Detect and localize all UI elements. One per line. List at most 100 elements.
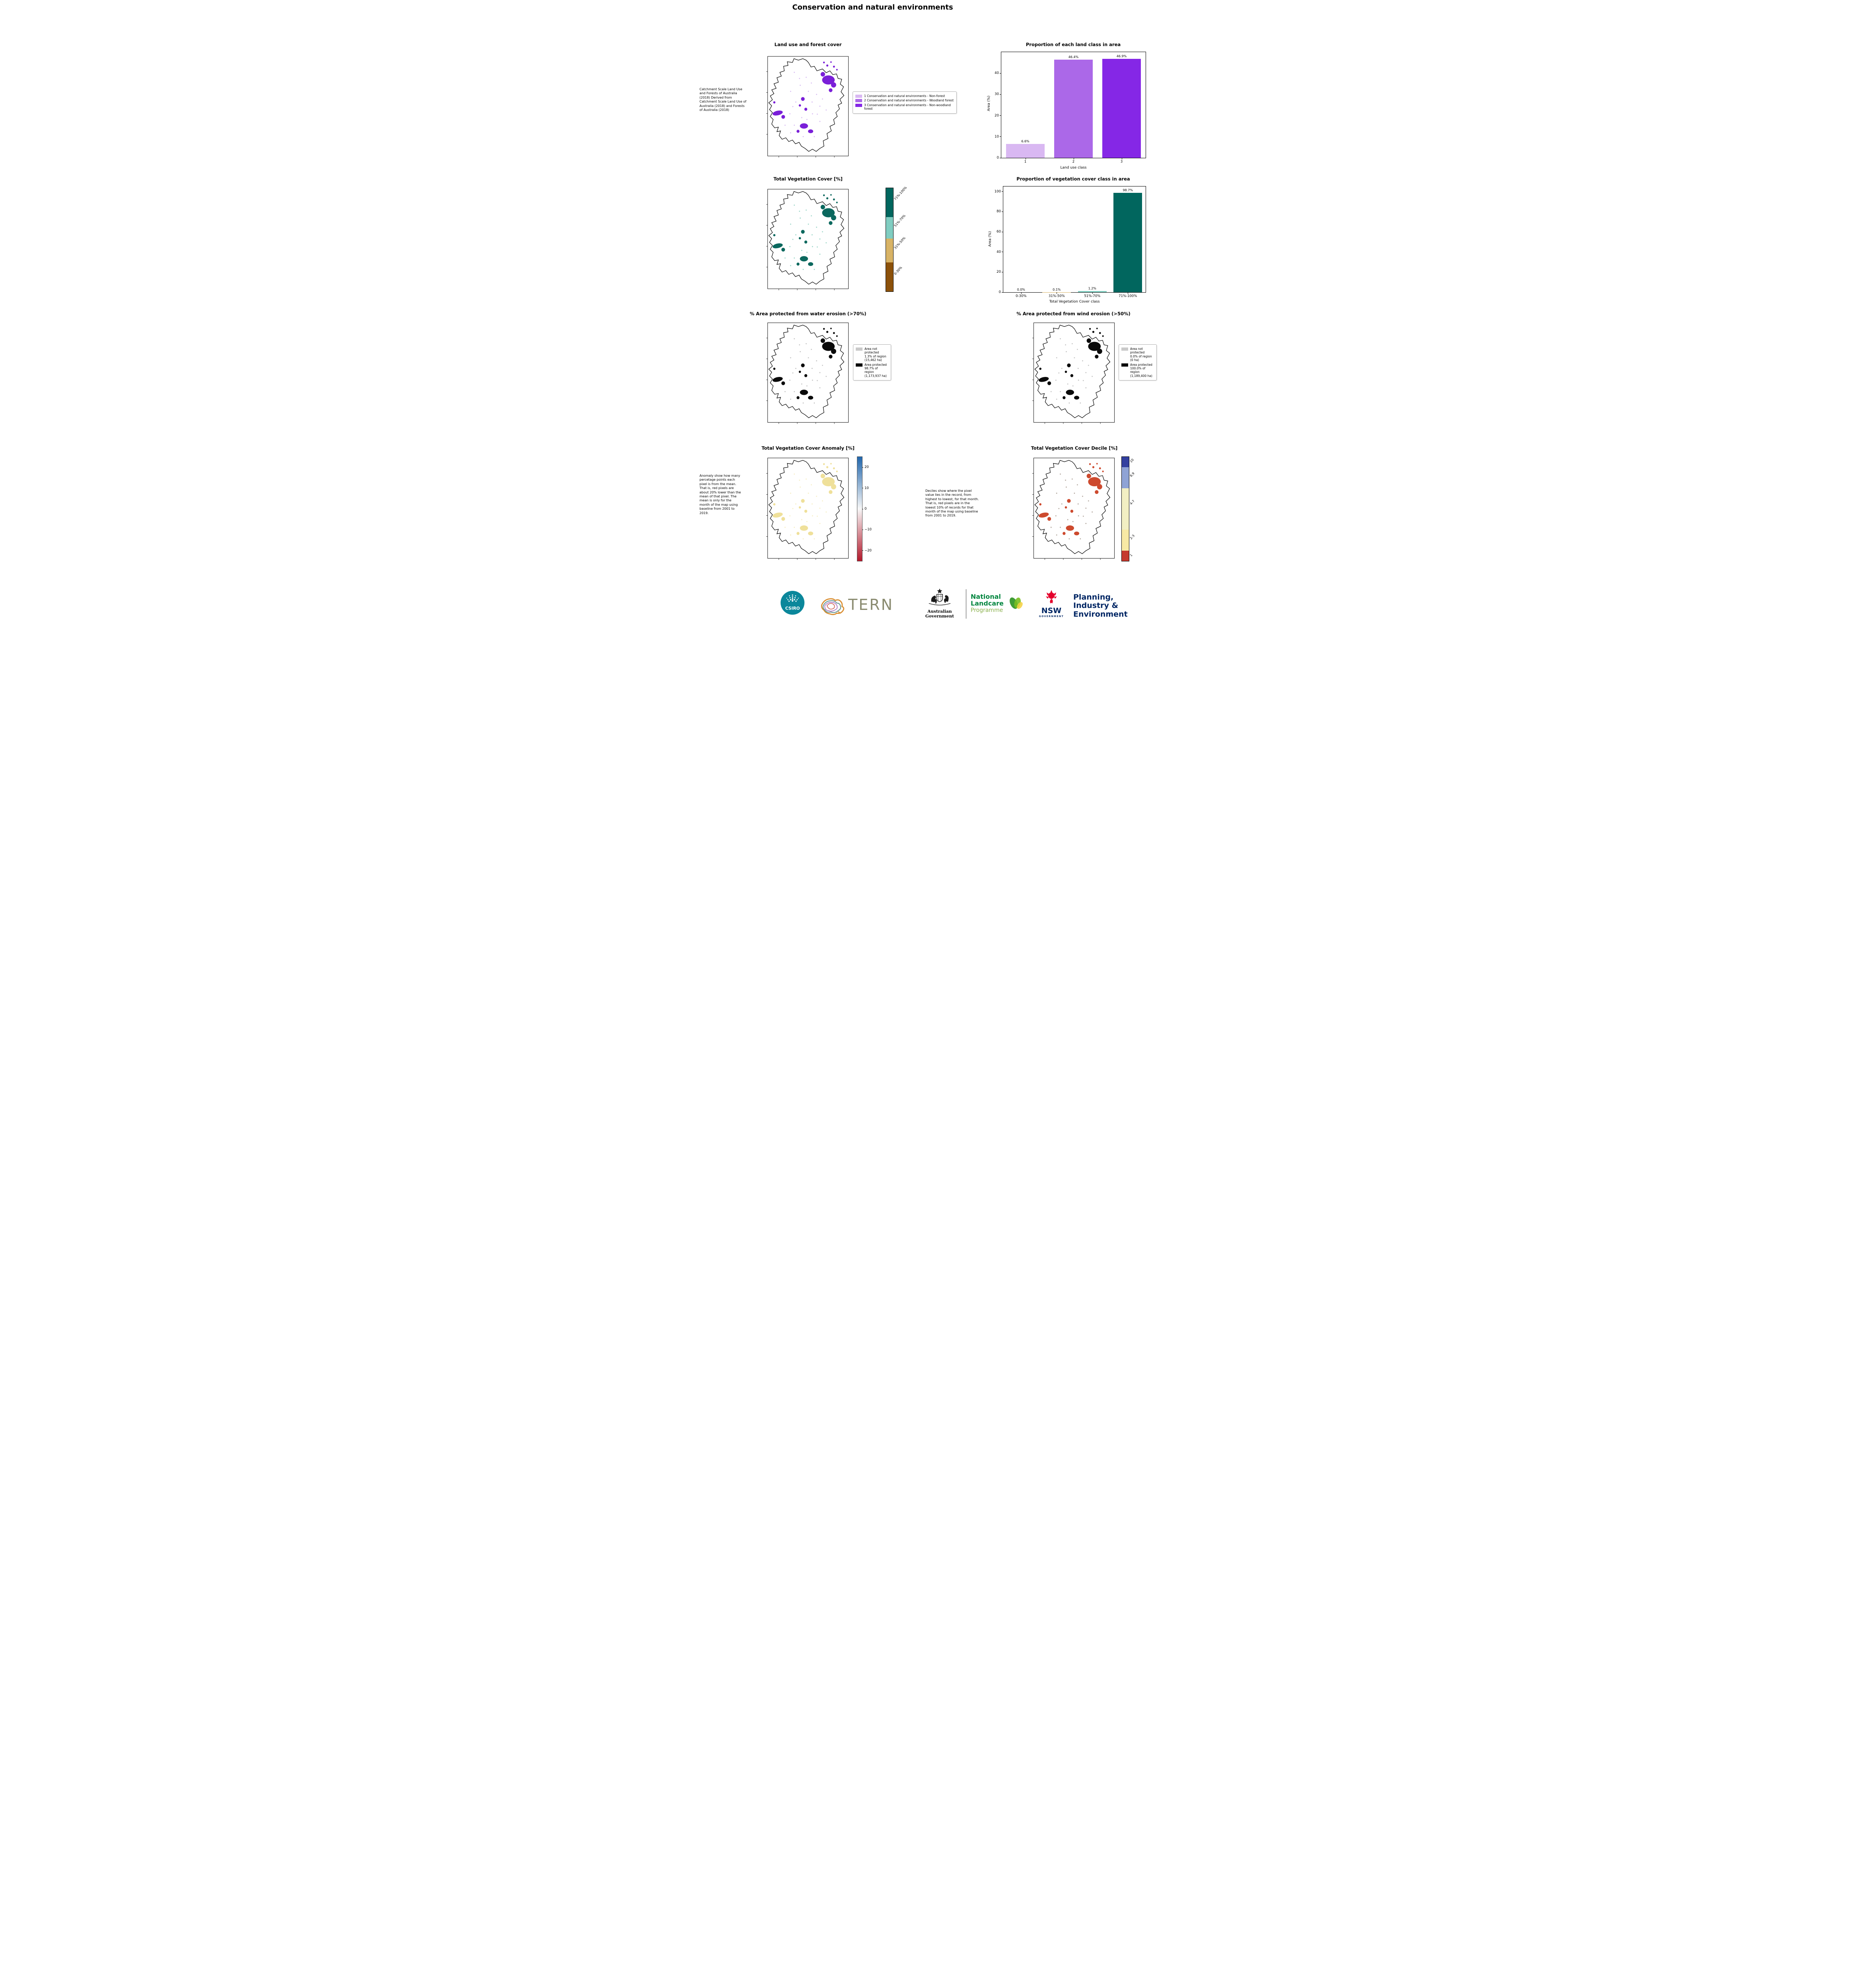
y-tick [1002,191,1003,192]
anomaly-colorbar: 20 10 0 −10 −20 [857,456,872,561]
y-tick [1000,94,1001,95]
legend-label: Area not protected 0.0% of region (0 ha) [1130,347,1152,362]
x-tick-label: 2 [1072,160,1075,164]
national-landcare-logo: National Landcare Programme [971,593,1025,613]
water-erosion-map-svg [766,322,849,424]
bar-51%-70% [1078,291,1107,292]
veg-class-y-axis-label: Area (%) [988,231,992,247]
legend-label: Area not protected 1.3% of region (15,46… [864,347,886,362]
y-tick [1002,292,1003,293]
csiro-logo: CSIRO [780,590,805,617]
colorbar-segment [1122,457,1129,468]
bar-2 [1054,60,1093,158]
wind-erosion-map [1031,321,1117,425]
water-erosion-map [765,321,851,425]
legend-swatch-woodland [855,99,862,103]
legend-swatch-not-protected [1121,348,1128,351]
land-class-bar-chart: 0 10 20 30 40 6.6% 1 46.4% 2 46.9% 3 [995,52,1146,164]
legend-item: Area not protected 1.3% of region (15,46… [856,347,888,362]
veg-class-x-axis-label: Total Vegetation Cover class [1049,300,1100,304]
colorbar-tick-label: 10 [864,486,869,490]
landcare-line-3: Programme [971,607,1003,613]
x-tick [1092,292,1093,294]
y-tick-label: 100 [994,189,1001,194]
bar-value-label: 46.4% [1068,55,1079,59]
page-title: Conservation and natural environments [792,3,953,12]
y-tick-label: 80 [997,210,1001,214]
y-tick-label: 60 [997,230,1001,234]
planning-line-1: Planning, [1073,593,1114,602]
land-use-map-svg [766,56,849,158]
colorbar-label: 51%-70% [893,214,907,228]
veg-cover-colorbar: 71%-100% 51%-70% 31%-50% 0-30% [886,186,907,292]
legend-label: 3 Conservation and natural environments … [864,103,951,111]
legend-label: 2 Conservation and natural environments … [864,99,954,103]
colorbar-segment [886,239,893,263]
australian-government-text: Australian Government [925,609,954,619]
planning-line-2: Industry & [1073,601,1119,610]
y-tick-label: 40 [995,71,999,76]
veg-cover-map [765,188,851,292]
colorbar-label: 10 [1129,458,1135,464]
x-tick-label: 51%-70% [1084,294,1101,298]
colorbar-tick-label: −20 [864,548,872,553]
y-tick-label: 0 [999,290,1001,294]
colorbar-label: 8,9 [1129,471,1135,478]
csiro-logo-icon: CSIRO [780,590,805,615]
planning-line-3: Environment [1073,610,1128,619]
legend-item: 2 Conservation and natural environments … [855,99,954,103]
legend-label: Area protected 98.7% of region (1,173,93… [864,363,887,378]
csiro-logo-text: CSIRO [785,606,800,611]
land-use-legend: 1 Conservation and natural environments … [853,91,957,114]
y-tick-label: 40 [997,250,1001,254]
x-tick [1021,292,1022,294]
legend-item: 1 Conservation and natural environments … [855,94,954,98]
x-tick-label: 3 [1120,160,1123,164]
colorbar-segment [886,217,893,239]
land-use-map-title: Land use and forest cover [774,42,842,47]
bar-3 [1102,58,1141,158]
bar-value-label: 1.2% [1088,286,1096,290]
nsw-government-text: GOVERNMENT [1039,615,1064,618]
colorbar-label: 4-7 [1129,499,1136,506]
land-use-source-note: Catchment Scale Land Use and Forests of … [699,87,746,112]
land-class-y-axis-label: Area (%) [987,95,991,111]
water-erosion-legend: Area not protected 1.3% of region (15,46… [853,344,891,381]
decile-note: Deciles show where the pixel value lies … [925,489,979,518]
colorbar-segment [1122,488,1129,530]
y-tick-label: 10 [995,134,999,139]
y-tick [1000,73,1001,74]
bar-value-label: 98.7% [1123,188,1133,192]
colorbar-tick [862,467,863,468]
anomaly-map-title: Total Vegetation Cover Anomaly [%] [762,445,855,451]
nsw-logo-text: NSW [1041,606,1062,615]
colorbar-label: 0-30% [893,266,903,276]
landcare-line-1: National [971,593,1001,600]
tern-logo-text: TERN [848,596,894,613]
y-tick [1000,115,1001,116]
colorbar-segment [1122,550,1129,561]
tern-australia-icon [821,598,845,615]
colorbar-tick-label: 20 [864,465,869,470]
water-erosion-map-title: % Area protected from water erosion (>70… [750,311,866,316]
legend-item: Area protected 98.7% of region (1,173,93… [856,363,888,378]
y-tick-label: 20 [995,113,999,118]
y-tick-label: 0 [997,156,999,160]
anomaly-note: Anomaly show how many percetage points e… [699,474,741,515]
legend-item: 3 Conservation and natural environments … [855,103,954,111]
legend-swatch-protected [856,363,863,367]
wind-erosion-legend: Area not protected 0.0% of region (0 ha)… [1119,344,1157,381]
colorbar-label: 71%-100% [893,186,908,201]
legend-swatch-not-protected [856,348,863,351]
x-tick-label: 31%-50% [1048,294,1065,298]
wind-erosion-map-title: % Area protected from wind erosion (>50%… [1016,311,1131,316]
coat-of-arms-icon [929,588,951,606]
colorbar-segment [1122,530,1129,551]
decile-colorbar: 10 8,9 4-7 2-3 1 [1121,456,1135,561]
colorbar-label: 1 [1129,553,1133,557]
colorbar-segment [886,262,893,291]
x-tick-label: 1 [1024,160,1027,164]
colorbar-segment [1122,467,1129,488]
colorbar-label: 31%-50% [893,236,907,250]
legend-item: Area not protected 0.0% of region (0 ha) [1121,347,1154,362]
